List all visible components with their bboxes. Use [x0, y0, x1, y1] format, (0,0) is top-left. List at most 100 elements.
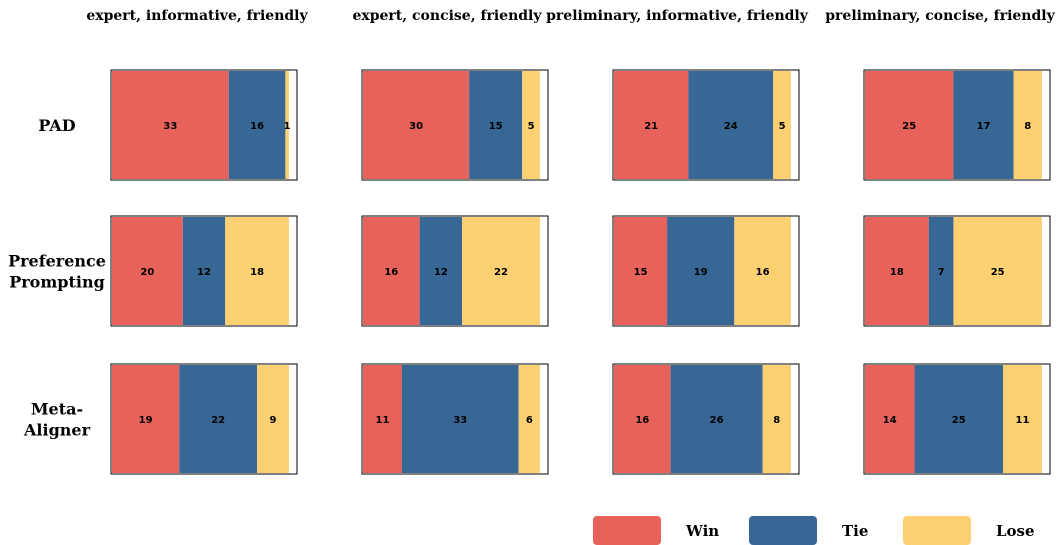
panel-frame	[361, 69, 549, 181]
bar-value-label: 25	[991, 267, 1005, 278]
column-title: preliminary, informative, friendly	[546, 8, 809, 24]
bar-tie	[228, 71, 286, 179]
legend-item-lose: Lose	[903, 516, 1035, 545]
panel: 21 24 5	[612, 69, 800, 181]
bar-lose	[522, 71, 540, 179]
bar-value-label: 5	[528, 121, 535, 132]
bar-value-label: 30	[409, 121, 423, 132]
bar-win	[614, 365, 671, 473]
bar-tie	[179, 365, 258, 473]
bar-tie	[953, 71, 1014, 179]
bar-value-label: 19	[139, 415, 153, 426]
bar-value-label: 22	[211, 415, 225, 426]
legend-item-tie: Tie	[749, 516, 868, 545]
panel: 33 16 1	[110, 69, 298, 181]
panel-frame	[863, 69, 1051, 181]
bar-value-label: 19	[694, 267, 708, 278]
bar-lose	[734, 217, 791, 325]
bar-win	[614, 217, 668, 325]
bar-win	[112, 71, 229, 179]
bar-value-label: 26	[710, 415, 724, 426]
bar-win	[363, 71, 470, 179]
bar-value-label: 11	[1016, 415, 1030, 426]
bar-lose	[1013, 71, 1042, 179]
panel: 25 17 8	[863, 69, 1051, 181]
row-label: Prompting	[9, 273, 105, 292]
bar-value-label: 33	[453, 415, 467, 426]
bar-value-label: 24	[724, 121, 738, 132]
bar-value-label: 8	[773, 415, 780, 426]
panel-frame	[863, 215, 1051, 327]
bar-value-label: 15	[489, 121, 503, 132]
bar-tie	[914, 365, 1003, 473]
legend-swatch	[903, 516, 971, 545]
panel: 18 7 25	[863, 215, 1051, 327]
bar-win	[865, 365, 915, 473]
panel-frame	[110, 363, 298, 475]
panel-frame	[361, 363, 549, 475]
legend-label: Win	[685, 522, 719, 540]
bar-tie	[469, 71, 523, 179]
bar-tie	[928, 217, 954, 325]
panel: 30 15 5	[361, 69, 549, 181]
bar-value-label: 18	[890, 267, 904, 278]
bar-win	[614, 71, 689, 179]
bar-lose	[773, 71, 791, 179]
bar-win	[112, 217, 183, 325]
bar-tie	[667, 217, 735, 325]
bar-tie	[688, 71, 774, 179]
bar-lose	[518, 365, 540, 473]
legend: Win Tie Lose	[593, 516, 1035, 545]
bar-value-label: 22	[494, 267, 508, 278]
column-title: preliminary, concise, friendly	[825, 8, 1055, 24]
panel-frame	[110, 69, 298, 181]
panel-frame	[612, 69, 800, 181]
bar-tie	[670, 365, 763, 473]
panel-frame	[361, 215, 549, 327]
bar-tie	[419, 217, 463, 325]
row-label: PAD	[38, 116, 75, 135]
panel: 16 26 8	[612, 363, 800, 475]
panel: 16 12 22	[361, 215, 549, 327]
bar-value-label: 9	[270, 415, 277, 426]
bar-lose	[285, 71, 289, 179]
bar-value-label: 16	[756, 267, 770, 278]
row-label: Preference	[8, 252, 106, 271]
bar-value-label: 5	[779, 121, 786, 132]
bar-lose	[762, 365, 791, 473]
legend-swatch	[593, 516, 661, 545]
panel-frame	[612, 215, 800, 327]
chart-panels: 33 16 1 30 15 5 21 24 5 25 17 8 20 12 18 16 12 22 15 19 16 18…	[110, 69, 1051, 475]
bar-win	[865, 217, 929, 325]
panel: 20 12 18	[110, 215, 298, 327]
legend-label: Tie	[842, 522, 868, 540]
column-title: expert, concise, friendly	[352, 8, 542, 24]
panel-frame	[612, 363, 800, 475]
bar-tie	[401, 365, 519, 473]
bar-value-label: 18	[250, 267, 264, 278]
bar-win	[363, 365, 402, 473]
bar-value-label: 33	[163, 121, 177, 132]
legend-swatch	[749, 516, 817, 545]
bar-win	[363, 217, 420, 325]
bar-value-label: 16	[635, 415, 649, 426]
bar-lose	[1003, 365, 1042, 473]
bar-value-label: 16	[250, 121, 264, 132]
bar-value-label: 11	[376, 415, 390, 426]
panel-frame	[110, 215, 298, 327]
bar-value-label: 15	[634, 267, 648, 278]
bar-value-label: 25	[902, 121, 916, 132]
bar-value-label: 7	[938, 267, 945, 278]
bar-lose	[462, 217, 540, 325]
bar-value-label: 14	[883, 415, 897, 426]
column-titles: expert, informative, friendly expert, con…	[86, 8, 1055, 24]
row-labels: PAD Preference Prompting Meta- Aligner	[8, 116, 106, 440]
panel: 11 33 6	[361, 363, 549, 475]
bar-lose	[953, 217, 1042, 325]
bar-win	[112, 365, 180, 473]
bar-value-label: 1	[284, 121, 291, 132]
legend-label: Lose	[996, 522, 1035, 540]
column-title: expert, informative, friendly	[86, 8, 308, 24]
bar-value-label: 12	[434, 267, 448, 278]
